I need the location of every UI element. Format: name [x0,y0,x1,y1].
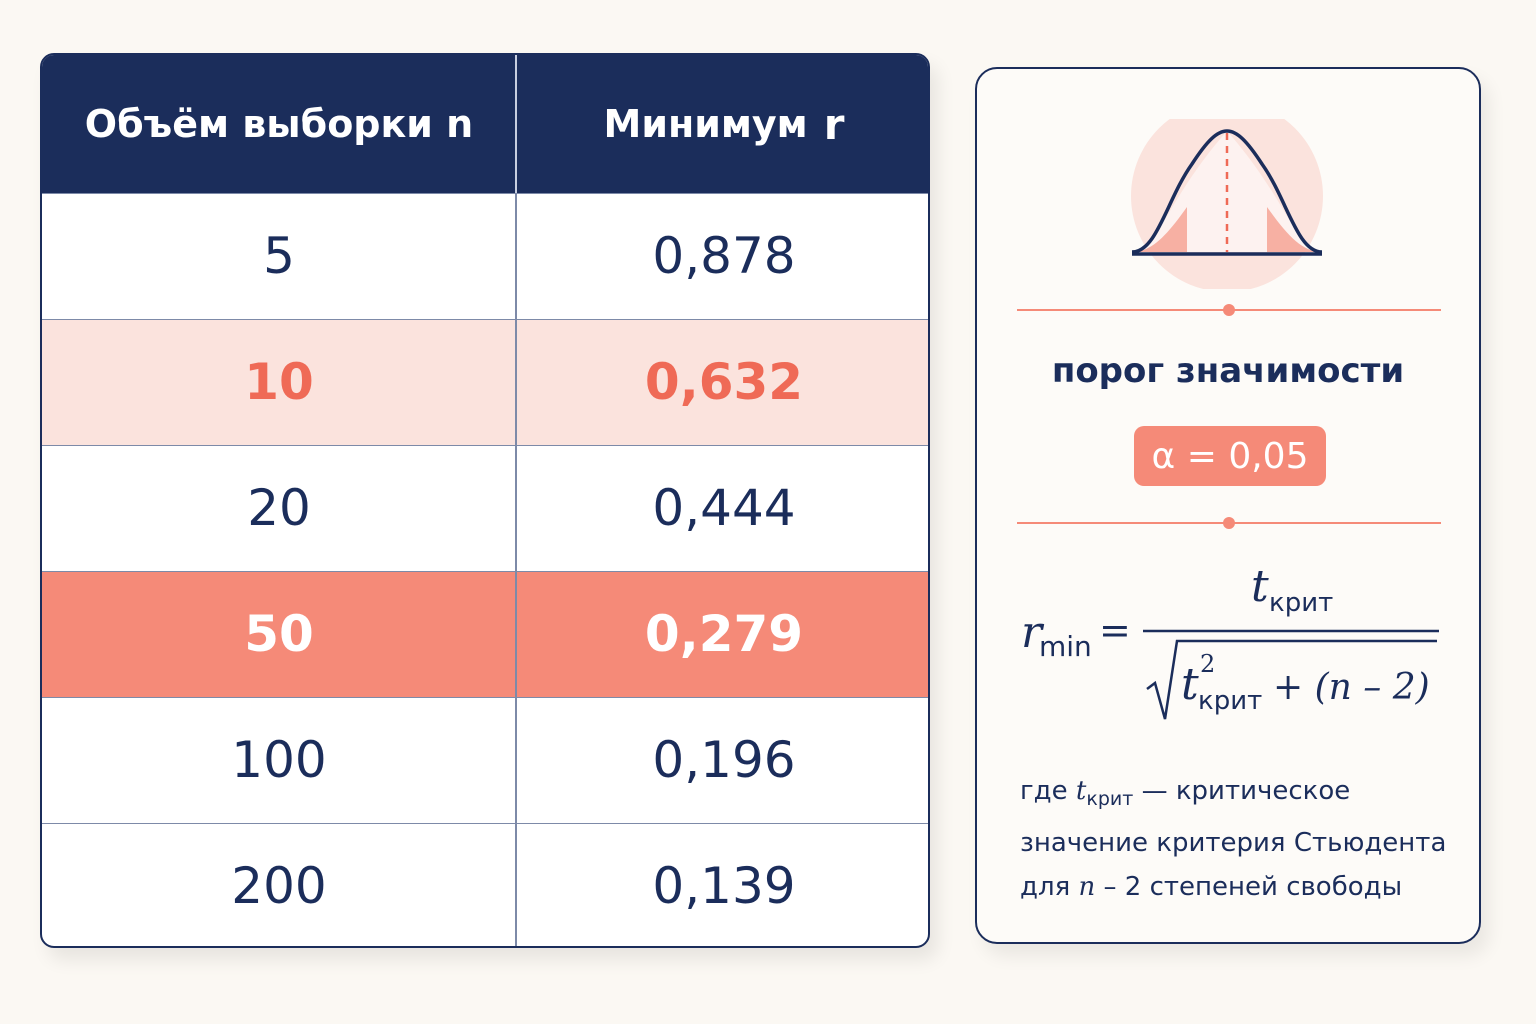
cell-n: 20 [247,479,311,537]
formula-numerator-sub: крит [1269,588,1333,618]
header-divider [515,55,517,193]
formula-denominator-sub: крит [1198,686,1262,716]
formula-r: r [1021,607,1045,658]
note-t-sub: крит [1086,788,1134,811]
significance-panel: порог значимости α = 0,05 r min = t крит… [975,67,1481,944]
table-row: 200 0,139 [42,823,928,946]
cell-n: 50 [244,605,314,663]
table-row: 100 0,196 [42,697,928,823]
table-header: Объём выборки n Минимум r [42,55,928,193]
bell-curve-icon [1131,119,1323,289]
header-min-r-label: Минимум [603,102,808,146]
note-degrees: – 2 степеней свободы [1103,872,1403,903]
divider-line [1017,517,1441,529]
cell-r: 0,878 [652,227,796,285]
formula-equals: = [1099,608,1131,652]
cell-n: 10 [244,353,314,411]
alpha-badge: α = 0,05 [1134,426,1326,486]
note-line-1: где tкрит — критическое [1020,769,1460,821]
threshold-label: порог значимости [1051,351,1405,391]
header-min-r: Минимум r [516,55,928,193]
header-r-letter: r [823,99,845,149]
cell-r: 0,196 [652,731,796,789]
note-for: для [1020,872,1071,903]
note-suffix: — критическое [1141,776,1351,806]
cell-r: 0,632 [644,353,804,411]
header-sample-size: Объём выборки n [84,102,474,146]
note-n: n [1078,872,1096,903]
divider-line [1017,304,1441,316]
formula-square: 2 [1200,650,1215,678]
table-row: 5 0,878 [42,193,928,319]
cell-n: 100 [231,731,327,789]
note-line-2: значение критерия Стьюдента [1020,828,1447,859]
formula-tail: + (n – 2) [1273,667,1430,708]
r-min-formula: r min = t крит t 2 крит + (n – 2) [1021,561,1439,720]
table-row-emphasized: 50 0,279 [42,571,928,697]
cell-n: 5 [263,227,295,285]
table-row: 20 0,444 [42,445,928,571]
table-row-highlighted: 10 0,632 [42,319,928,445]
note-prefix: где [1020,776,1068,806]
note-line-3: для n – 2 степеней свободы [1020,865,1460,909]
sqrt-sign [1146,639,1437,720]
cell-n: 200 [231,857,327,915]
formula-note: где tкрит — критическое значение критери… [1020,769,1460,909]
cell-r: 0,444 [652,479,796,537]
formula-denominator-t: t [1181,659,1199,710]
note-t: t [1075,776,1087,806]
formula-numerator-t: t [1251,561,1269,612]
column-divider [515,193,517,946]
critical-values-table: Объём выборки n Минимум r 5 0,878 10 0,6… [40,53,930,948]
formula-min-sub: min [1039,630,1092,663]
cell-r: 0,279 [644,605,804,663]
cell-r: 0,139 [652,857,796,915]
